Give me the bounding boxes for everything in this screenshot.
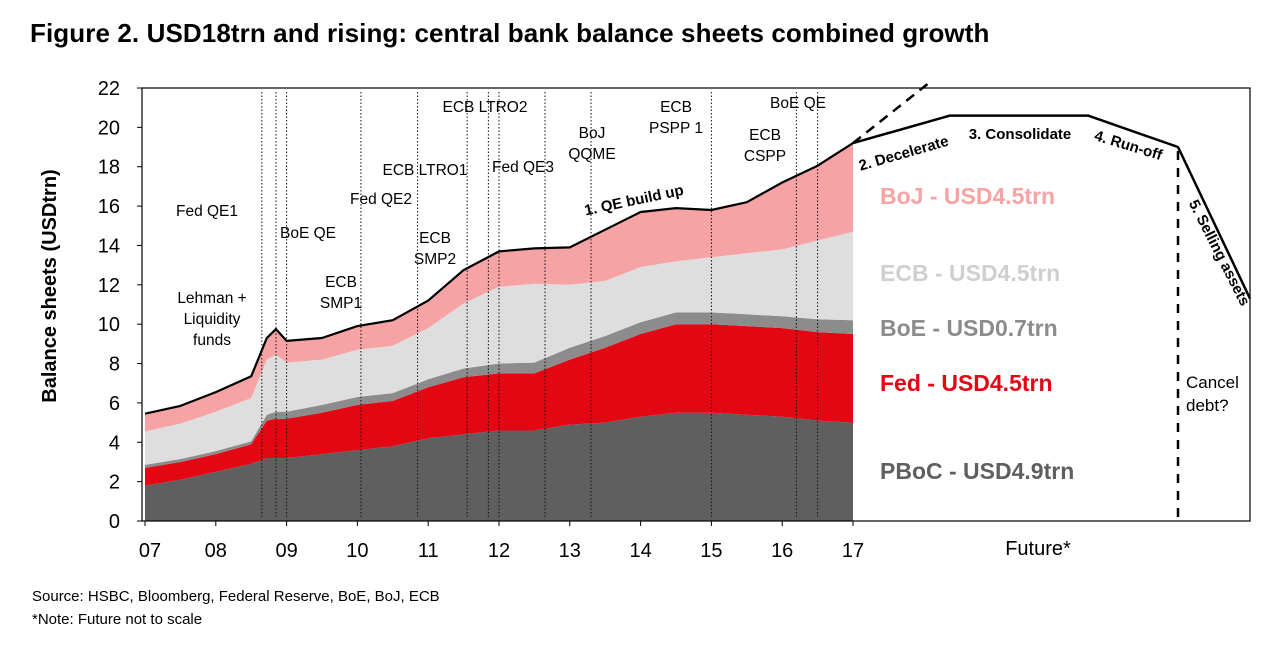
future-path xyxy=(852,114,1252,300)
event-label: Fed QE1 xyxy=(176,203,238,220)
event-label: ECB CSPP xyxy=(744,127,786,165)
cancel-debt-label: Cancel debt? xyxy=(1186,373,1239,415)
event-label: ECB LTRO1 xyxy=(383,162,468,179)
y-tick-label: 10 xyxy=(98,314,120,336)
x-tick-label: 17 xyxy=(842,540,864,562)
event-label: Fed QE2 xyxy=(350,191,412,208)
y-tick-label: 12 xyxy=(98,275,120,297)
event-label: BoE QE xyxy=(280,225,336,242)
event-label: Fed QE3 xyxy=(492,159,554,176)
legend-boj: BoJ - USD4.5trn xyxy=(880,183,1055,209)
legend-fed: Fed - USD4.5trn xyxy=(880,370,1053,396)
phase-label: 3. Consolidate xyxy=(969,126,1072,143)
plot-frame xyxy=(141,87,1251,522)
y-tick-label: 18 xyxy=(98,157,120,179)
y-tick-label: 14 xyxy=(98,235,120,257)
y-axis-title: Balance sheets (USDtrn) xyxy=(39,169,61,402)
x-tick-label: 15 xyxy=(700,540,722,562)
phase-label: 4. Run-off xyxy=(1092,127,1165,164)
phase-label: 5. Selling assets xyxy=(1185,197,1253,309)
x-tick-label: 08 xyxy=(205,540,227,562)
chart-title: Figure 2. USD18trn and rising: central b… xyxy=(30,18,990,48)
event-label: BoE QE xyxy=(770,95,826,112)
source-note: Source: HSBC, Bloomberg, Federal Reserve… xyxy=(32,588,440,605)
legend-ecb: ECB - USD4.5trn xyxy=(880,260,1060,286)
legend-pboc: PBoC - USD4.9trn xyxy=(880,458,1074,484)
event-label: ECB LTRO2 xyxy=(443,99,528,116)
footnote: *Note: Future not to scale xyxy=(32,611,203,628)
y-tick-label: 8 xyxy=(109,354,120,376)
x-tick-label: 11 xyxy=(418,540,439,562)
x-tick-label: 09 xyxy=(275,540,297,562)
area-boj xyxy=(145,143,853,432)
x-tick-label: 16 xyxy=(771,540,793,562)
x-tick-label: 13 xyxy=(559,540,581,562)
total-line xyxy=(144,142,854,415)
legend-boe: BoE - USD0.7trn xyxy=(880,315,1058,341)
x-tick-label: 07 xyxy=(139,540,161,562)
x-tick-label: 10 xyxy=(346,540,368,562)
event-label: ECB PSPP 1 xyxy=(649,99,703,137)
y-tick-label: 6 xyxy=(109,393,120,415)
y-tick-label: 22 xyxy=(98,78,120,100)
event-label: ECB SMP1 xyxy=(320,274,362,312)
x-tick-label: 14 xyxy=(629,540,651,562)
area-boe xyxy=(145,312,853,468)
event-label: ECB SMP2 xyxy=(414,230,456,268)
y-tick-label: 4 xyxy=(109,432,120,454)
y-tick-label: 20 xyxy=(98,117,120,139)
x-tick-label: 12 xyxy=(488,540,510,562)
future-dashed-path xyxy=(852,81,931,145)
future-axis-label: Future* xyxy=(1005,538,1071,560)
event-label: Lehman + Liquidity funds xyxy=(177,290,246,349)
event-label: BoJ QQME xyxy=(568,125,615,163)
y-tick-label: 16 xyxy=(98,196,120,218)
y-tick-label: 2 xyxy=(109,472,120,494)
y-tick-label: 0 xyxy=(109,511,120,533)
